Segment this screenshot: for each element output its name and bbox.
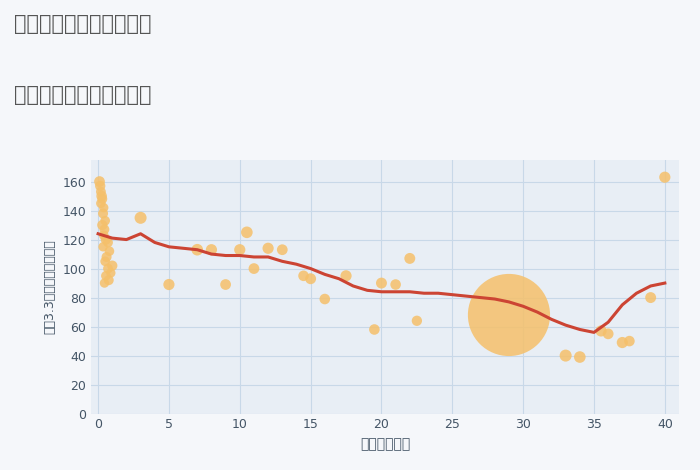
Point (100, 236, 111, 243)
Point (100, 272, 111, 280)
Point (390, 281, 401, 288)
Point (560, 352, 571, 360)
Point (298, 272, 309, 280)
Point (163, 281, 174, 288)
Point (99, 258, 111, 265)
Point (248, 265, 260, 272)
Point (340, 272, 351, 280)
Point (192, 246, 203, 253)
Point (101, 253, 112, 261)
Point (97, 210, 108, 217)
Point (103, 276, 114, 284)
Point (241, 228, 253, 236)
Point (645, 294, 657, 301)
Point (404, 255, 415, 262)
Point (376, 279, 387, 287)
Point (412, 317, 423, 325)
Point (220, 281, 231, 288)
Point (95, 200, 106, 207)
Point (105, 269, 116, 277)
Point (96, 192, 107, 200)
Point (104, 247, 115, 255)
Point (99, 226, 110, 233)
Point (503, 311, 514, 319)
Point (98, 204, 109, 212)
Point (574, 353, 585, 361)
Point (617, 339, 628, 346)
Text: 東京都東久留米市柳窪の: 東京都東久留米市柳窪の (14, 14, 151, 34)
Point (94, 178, 105, 185)
Point (234, 246, 246, 253)
Point (106, 262, 118, 269)
Point (95, 188, 106, 196)
Point (305, 275, 316, 282)
Point (97, 195, 108, 203)
Point (97, 221, 108, 229)
Point (102, 265, 113, 272)
Text: 築年数別中古戸建て価格: 築年数別中古戸建て価格 (14, 85, 151, 105)
Point (624, 337, 635, 345)
Point (319, 295, 330, 303)
Point (97, 243, 108, 251)
Point (262, 244, 274, 252)
Point (98, 231, 109, 239)
Point (596, 327, 607, 335)
Point (603, 330, 614, 337)
Point (659, 173, 671, 181)
Point (206, 246, 217, 253)
Point (135, 214, 146, 221)
Point (369, 326, 380, 333)
Y-axis label: 坪（3.3㎡）単価（万円）: 坪（3.3㎡）単価（万円） (43, 239, 57, 334)
Point (102, 239, 113, 246)
Point (94, 182, 106, 190)
Point (99, 279, 110, 287)
X-axis label: 築年数（年）: 築年数（年） (360, 437, 410, 451)
Point (276, 246, 288, 253)
Point (99, 217, 111, 225)
